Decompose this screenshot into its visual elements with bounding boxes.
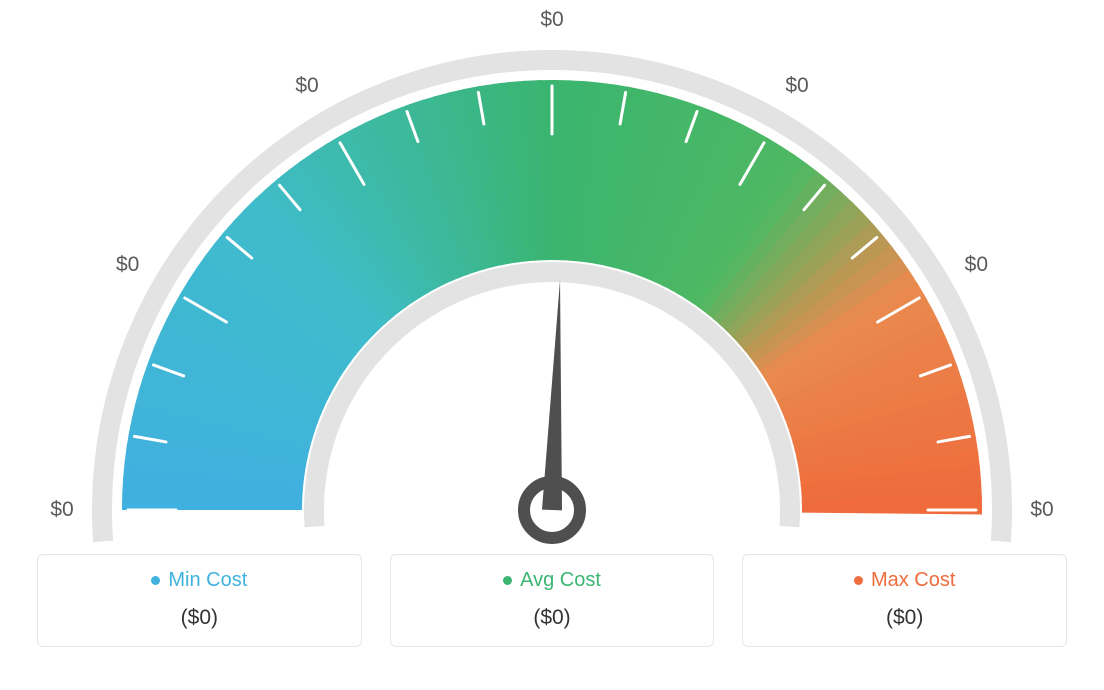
legend-card-max: Max Cost ($0) <box>742 554 1067 647</box>
gauge-tick-label: $0 <box>50 498 73 522</box>
gauge-tick-label: $0 <box>1030 498 1053 522</box>
legend-dot-max <box>854 576 863 585</box>
gauge-tick-label: $0 <box>965 253 988 277</box>
legend-title-avg: Avg Cost <box>503 569 601 592</box>
legend-label-min: Min Cost <box>168 569 247 592</box>
legend-value-max: ($0) <box>886 606 923 630</box>
legend-title-min: Min Cost <box>151 569 247 592</box>
gauge-tick-label: $0 <box>116 253 139 277</box>
legend-value-avg: ($0) <box>533 606 570 630</box>
legend-dot-avg <box>503 576 512 585</box>
legend-value-min: ($0) <box>181 606 218 630</box>
legend-title-max: Max Cost <box>854 569 955 592</box>
gauge-tick-label: $0 <box>540 8 563 32</box>
gauge-tick-label: $0 <box>785 74 808 98</box>
legend-card-avg: Avg Cost ($0) <box>390 554 715 647</box>
gauge-chart: $0 $0 $0 $0 $0 $0 $0 <box>0 10 1104 550</box>
legend-label-max: Max Cost <box>871 569 955 592</box>
legend-label-avg: Avg Cost <box>520 569 601 592</box>
gauge-svg <box>42 10 1062 550</box>
legend-card-min: Min Cost ($0) <box>37 554 362 647</box>
gauge-tick-label: $0 <box>295 74 318 98</box>
legend-row: Min Cost ($0) Avg Cost ($0) Max Cost ($0… <box>37 554 1067 647</box>
legend-dot-min <box>151 576 160 585</box>
